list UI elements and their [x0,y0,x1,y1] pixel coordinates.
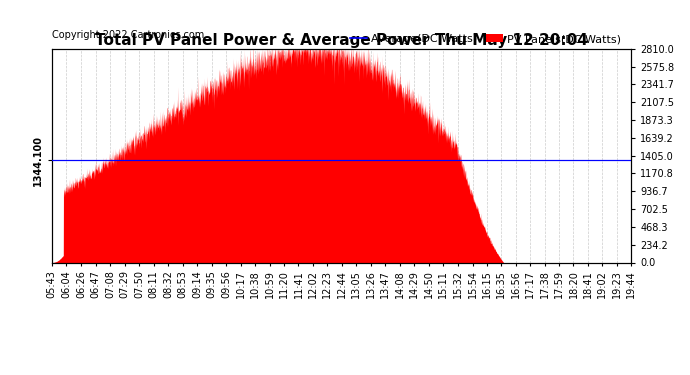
Title: Total PV Panel Power & Average Power Thu May 12 20:04: Total PV Panel Power & Average Power Thu… [95,33,588,48]
Text: Copyright 2022 Cartronics.com: Copyright 2022 Cartronics.com [52,30,204,40]
Legend: Average(DC Watts), PV Panels(DC Watts): Average(DC Watts), PV Panels(DC Watts) [346,30,626,49]
